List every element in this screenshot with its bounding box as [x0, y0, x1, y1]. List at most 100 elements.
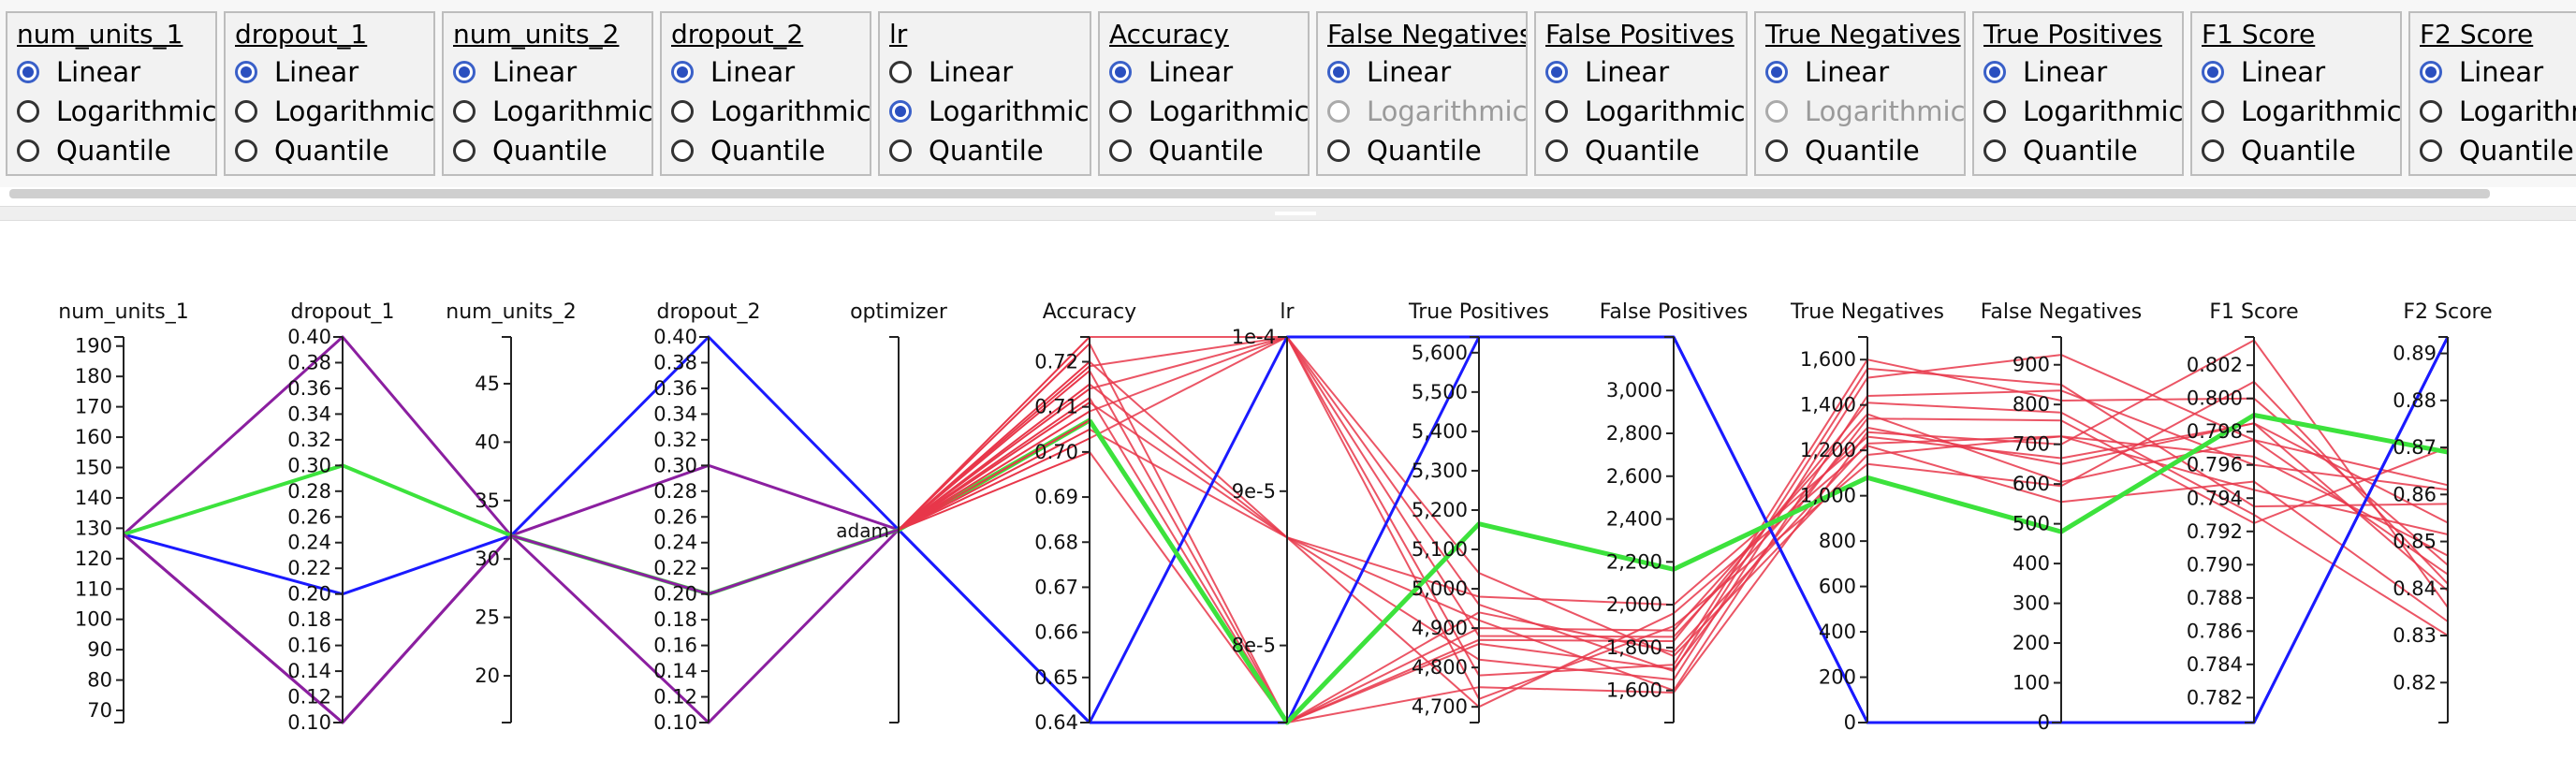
scale-option-linear[interactable]: Linear [1765, 52, 1954, 92]
radio-unselected-icon[interactable] [2420, 100, 2442, 123]
scale-control-title[interactable]: lr [889, 19, 908, 50]
scale-control-title[interactable]: dropout_2 [671, 19, 804, 50]
scale-control-title[interactable]: False Positives [1545, 19, 1734, 50]
radio-selected-icon[interactable] [1327, 61, 1350, 83]
radio-unselected-icon[interactable] [17, 139, 39, 162]
scale-option-linear[interactable]: Linear [2202, 52, 2391, 92]
scale-option-logarithmic[interactable]: Logarithmic [1109, 92, 1308, 131]
scale-option-logarithmic[interactable]: Logarithmic [671, 92, 870, 131]
radio-unselected-icon[interactable] [235, 100, 257, 123]
scale-control-title[interactable]: False Negatives [1327, 19, 1528, 50]
highlighted-metric-line[interactable] [1088, 335, 2450, 724]
scale-option-linear[interactable]: Linear [1109, 52, 1298, 92]
scale-option-linear[interactable]: Linear [17, 52, 206, 92]
radio-unselected-icon[interactable] [1983, 100, 2006, 123]
scale-control-title[interactable]: dropout_1 [235, 19, 368, 50]
radio-unselected-icon[interactable] [889, 61, 912, 83]
axis-lr[interactable]: lr 8e-5 9e-5 1e-4 [1232, 300, 1295, 723]
radio-unselected-icon[interactable] [1983, 139, 2006, 162]
axis-true-negatives[interactable]: True Negatives 0 200 400 600 800 1,000 1,200 1,4… [1790, 300, 1944, 734]
horizontal-scrollbar[interactable] [9, 189, 2490, 198]
metric-line[interactable] [1089, 428, 2449, 709]
axis-true-positives[interactable]: True Positives 4,700 4,800 4,900 5,000 5,100 5… [1408, 300, 1549, 723]
metric-line[interactable] [1089, 402, 2449, 723]
axis-num-units-1[interactable]: num_units_1 70 80 90 100 110 120 130 140 150 160 17… [58, 300, 189, 723]
scale-option-quantile[interactable]: Quantile [235, 131, 424, 170]
scale-option-logarithmic[interactable]: Logarithmic [1545, 92, 1746, 131]
radio-unselected-icon[interactable] [453, 100, 476, 123]
radio-selected-icon[interactable] [2420, 61, 2442, 83]
axis-f1-score[interactable]: F1 Score 0.782 0.784 0.786 0.788 0.790 0.792 0.… [2187, 300, 2299, 723]
axis-dropout-2[interactable]: dropout_2 0.100.12 0.14 0.16 0.180.20 0.22 0.2… [653, 300, 760, 734]
scale-option-quantile[interactable]: Quantile [1109, 131, 1298, 170]
scale-option-quantile[interactable]: Quantile [453, 131, 642, 170]
radio-unselected-icon[interactable] [671, 100, 694, 123]
scale-option-quantile[interactable]: Quantile [1545, 131, 1736, 170]
highlighted-metric-line[interactable] [1087, 413, 2449, 725]
scale-option-linear[interactable]: Linear [1983, 52, 2173, 92]
radio-unselected-icon[interactable] [2202, 100, 2224, 123]
metric-line[interactable] [1089, 336, 2449, 677]
radio-unselected-icon[interactable] [1327, 139, 1350, 162]
axis-num-units-2[interactable]: num_units_2 20 25 30 35 40 45 [446, 300, 577, 723]
radio-unselected-icon[interactable] [1545, 139, 1568, 162]
radio-unselected-icon[interactable] [453, 139, 476, 162]
radio-selected-icon[interactable] [889, 100, 912, 123]
axis-dropout-1[interactable]: dropout_1 0.100.12 0.14 0.16 0.180.20 0.22 0.2… [287, 300, 394, 734]
scale-option-logarithmic[interactable]: Logarithmic [235, 92, 433, 131]
metric-line[interactable] [1089, 336, 2449, 673]
radio-selected-icon[interactable] [2202, 61, 2224, 83]
scale-option-quantile[interactable]: Quantile [17, 131, 206, 170]
scale-option-quantile[interactable]: Quantile [2202, 131, 2391, 170]
radio-unselected-icon[interactable] [889, 139, 912, 162]
axis-optimizer[interactable]: optimizer adam [836, 300, 948, 723]
axis-false-positives[interactable]: False Positives 1,600 1,800 2,000 2,200 2,400… [1600, 300, 1749, 723]
scale-option-quantile[interactable]: Quantile [889, 131, 1080, 170]
highlighted-metric-line[interactable] [1090, 335, 2450, 724]
radio-selected-icon[interactable] [671, 61, 694, 83]
scale-option-quantile[interactable]: Quantile [1983, 131, 2173, 170]
scale-control-title[interactable]: num_units_1 [17, 19, 183, 50]
metric-line[interactable] [1089, 383, 2449, 607]
scale-control-title[interactable]: Accuracy [1109, 19, 1229, 50]
scale-control-title[interactable]: F1 Score [2202, 19, 2316, 50]
scale-control-title[interactable]: num_units_2 [453, 19, 620, 50]
radio-unselected-icon[interactable] [17, 100, 39, 123]
scale-option-linear[interactable]: Linear [453, 52, 642, 92]
scale-option-quantile[interactable]: Quantile [2420, 131, 2576, 170]
scale-option-logarithmic[interactable]: Logarithmic [17, 92, 215, 131]
radio-selected-icon[interactable] [1545, 61, 1568, 83]
scale-option-logarithmic[interactable]: Logarithmic [1983, 92, 2182, 131]
radio-selected-icon[interactable] [1765, 61, 1788, 83]
scale-option-quantile[interactable]: Quantile [671, 131, 860, 170]
radio-unselected-icon[interactable] [2420, 139, 2442, 162]
radio-unselected-icon[interactable] [671, 139, 694, 162]
scale-control-title[interactable]: True Positives [1983, 19, 2162, 50]
radio-unselected-icon[interactable] [2202, 139, 2224, 162]
scale-option-linear[interactable]: Linear [1545, 52, 1736, 92]
axis-accuracy[interactable]: Accuracy 0.64 0.65 0.66 0.67 0.68 0.69 0.70 0.71… [1034, 300, 1136, 734]
radio-unselected-icon[interactable] [1109, 100, 1132, 123]
radio-selected-icon[interactable] [453, 61, 476, 83]
scale-option-linear[interactable]: Linear [889, 52, 1080, 92]
scale-option-logarithmic[interactable]: Logarithmic [889, 92, 1090, 131]
radio-unselected-icon[interactable] [235, 139, 257, 162]
radio-unselected-icon[interactable] [1109, 139, 1132, 162]
scale-option-quantile[interactable]: Quantile [1765, 131, 1954, 170]
scale-option-linear[interactable]: Linear [671, 52, 860, 92]
panel-splitter[interactable] [0, 206, 2576, 221]
radio-selected-icon[interactable] [1983, 61, 2006, 83]
radio-selected-icon[interactable] [1109, 61, 1132, 83]
scale-option-logarithmic[interactable]: Logarithmic [2202, 92, 2400, 131]
scale-control-title[interactable]: True Negatives [1765, 19, 1961, 50]
axis-f2-score[interactable]: F2 Score 0.82 0.83 0.84 0.85 0.86 0.87 0.88 0.89 [2393, 300, 2493, 723]
metric-line[interactable] [1089, 339, 2449, 723]
scale-control-title[interactable]: F2 Score [2420, 19, 2534, 50]
metric-line[interactable] [1089, 397, 2449, 723]
splitter-grip-icon[interactable] [1275, 212, 1316, 215]
scale-option-logarithmic[interactable]: Logarithmic [453, 92, 651, 131]
radio-unselected-icon[interactable] [1765, 139, 1788, 162]
scale-option-quantile[interactable]: Quantile [1327, 131, 1516, 170]
scale-option-logarithmic[interactable]: Logarithmic [2420, 92, 2576, 131]
radio-selected-icon[interactable] [235, 61, 257, 83]
